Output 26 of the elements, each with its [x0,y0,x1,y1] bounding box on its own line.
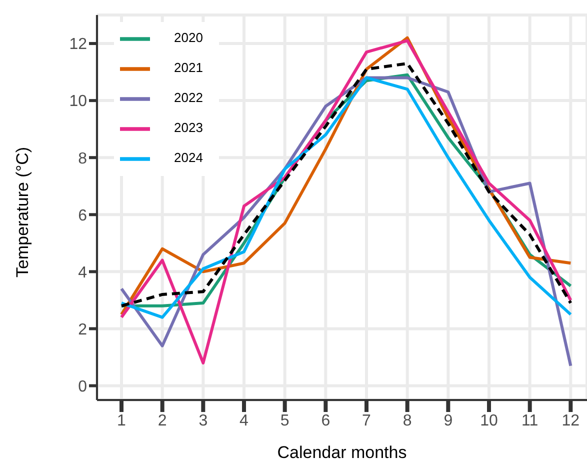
y-tick-label: 0 [78,378,88,396]
legend-label: 2024 [174,150,203,166]
y-axis-title: Temperature (°C) [13,146,32,278]
y-tick-label: 10 [69,93,88,110]
x-tick-label: 4 [240,412,249,430]
x-tick-label: 3 [198,412,208,430]
x-tick-label: 8 [402,412,412,430]
legend-label: 2022 [174,90,203,106]
x-tick-label: 9 [444,412,453,430]
x-tick-label: 10 [480,412,498,430]
x-tick-label: 7 [362,412,372,430]
x-tick-label: 11 [522,412,538,430]
x-tick-label: 12 [562,412,580,430]
y-tick-label: 8 [78,150,88,168]
x-tick-label: 1 [117,412,126,430]
x-axis-title: Calendar months [277,443,407,462]
legend-label: 2021 [174,60,203,76]
x-tick-label: 6 [321,412,330,430]
y-tick-label: 2 [78,321,88,338]
x-tick-label: 5 [280,412,290,430]
y-tick-label: 12 [69,36,88,54]
legend-label: 2023 [174,120,203,136]
x-tick-label: 2 [158,412,167,430]
y-tick-label: 6 [78,207,88,224]
legend-label: 2020 [174,30,203,46]
y-tick-label: 4 [78,264,88,282]
